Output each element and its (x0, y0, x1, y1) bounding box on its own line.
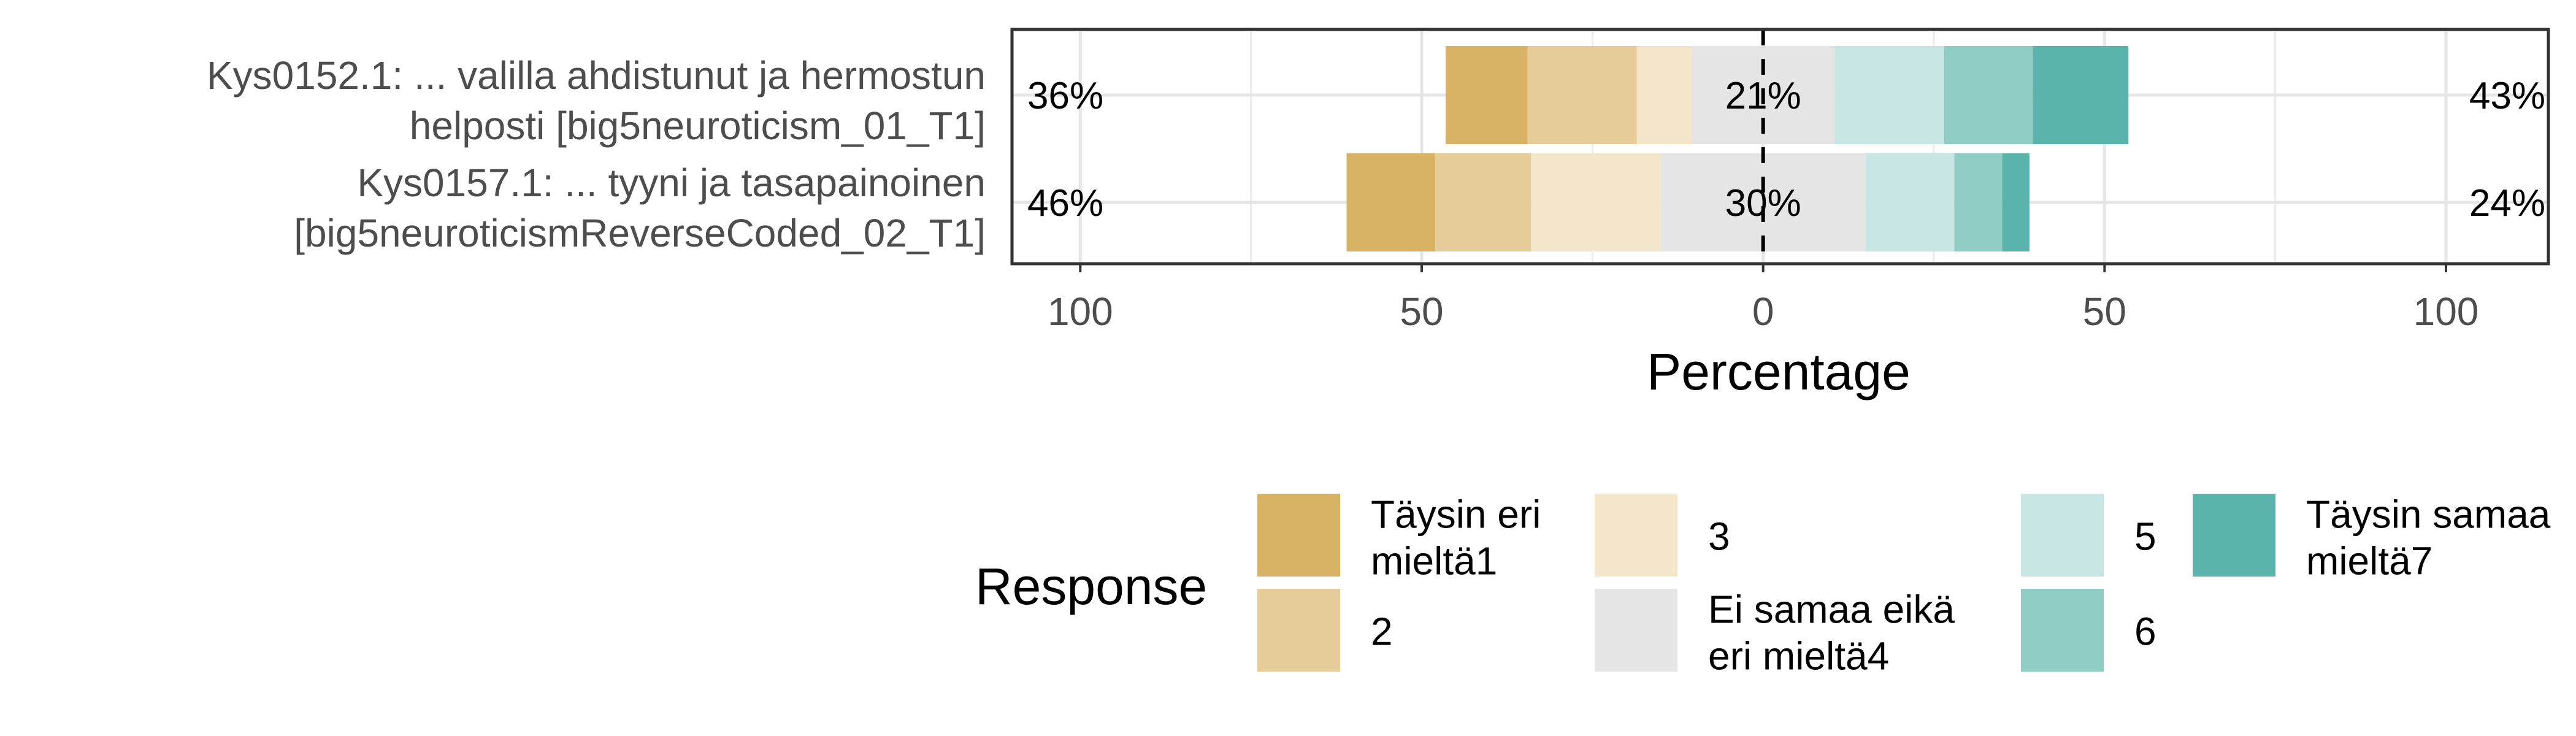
x-tick-label: 50 (2083, 289, 2126, 334)
legend-label: Ei samaa eikä eri mieltä4 (1708, 588, 1955, 678)
bar-segment (1531, 153, 1661, 251)
legend-key (2193, 494, 2275, 577)
bar-segment (1445, 46, 1528, 144)
x-axis-title: Percentage (1647, 343, 1911, 401)
bar-segment (1954, 153, 2003, 251)
bar-segment (1636, 46, 1692, 144)
legend-label: Täysin eri mieltä1 (1371, 493, 1541, 583)
bar-segment (1834, 46, 1944, 144)
legend-label: 2 (1371, 610, 1393, 654)
legend-key (2021, 589, 2104, 672)
x-tick-label: 100 (1048, 289, 1113, 334)
item-label-line1: Kys0152.1: ... valilla ahdistunut ja her… (207, 53, 986, 98)
plot-panel-border (1010, 28, 2550, 266)
legend-label: Täysin samaa mieltä7 (2306, 493, 2551, 583)
bar-segment (1346, 153, 1436, 251)
low-percent-label: 46% (1027, 182, 1103, 224)
high-percent-label: 24% (2469, 182, 2545, 224)
legend-key (2021, 494, 2104, 577)
low-percent-label: 36% (1027, 75, 1103, 117)
bar-segment (1944, 46, 2033, 144)
legend-title: Response (975, 558, 1207, 615)
bar-segment (1660, 153, 1866, 251)
item-label-line1: Kys0157.1: ... tyyni ja tasapainoinen (357, 161, 986, 205)
bar-segment (1435, 153, 1531, 251)
bar-segment (2002, 153, 2030, 251)
item-label-line2: [big5neuroticismReverseCoded_02_T1] (294, 211, 986, 255)
item-label-line2: helposti [big5neuroticism_01_T1] (410, 104, 986, 148)
value-labels: 36% 21% 43% 46% 30% 24% (1027, 75, 2545, 224)
legend-label: 6 (2134, 610, 2156, 654)
bar-segment (1527, 46, 1637, 144)
legend-key (1257, 589, 1340, 672)
x-tick-label: 0 (1752, 289, 1774, 334)
neutral-percent-label: 21% (1725, 75, 1801, 117)
high-percent-label: 43% (2469, 75, 2545, 117)
x-tick-label: 100 (2413, 289, 2479, 334)
legend-label: 5 (2134, 515, 2156, 559)
legend-key (1257, 494, 1340, 577)
legend: Response Täysin eri mieltä1 2 3 Ei samaa eikä… (975, 493, 2551, 678)
neutral-percent-label: 30% (1725, 182, 1801, 224)
item-labels: Kys0152.1: ... valilla ahdistunut ja her… (207, 53, 986, 255)
x-tick-label: 50 (1400, 289, 1443, 334)
legend-label: 3 (1708, 515, 1730, 559)
legend-key (1595, 589, 1677, 672)
bar-segment (1865, 153, 1955, 251)
bar-segment (2033, 46, 2129, 144)
x-ticks: 100 50 0 50 100 (1048, 264, 2478, 334)
legend-key (1595, 494, 1677, 577)
